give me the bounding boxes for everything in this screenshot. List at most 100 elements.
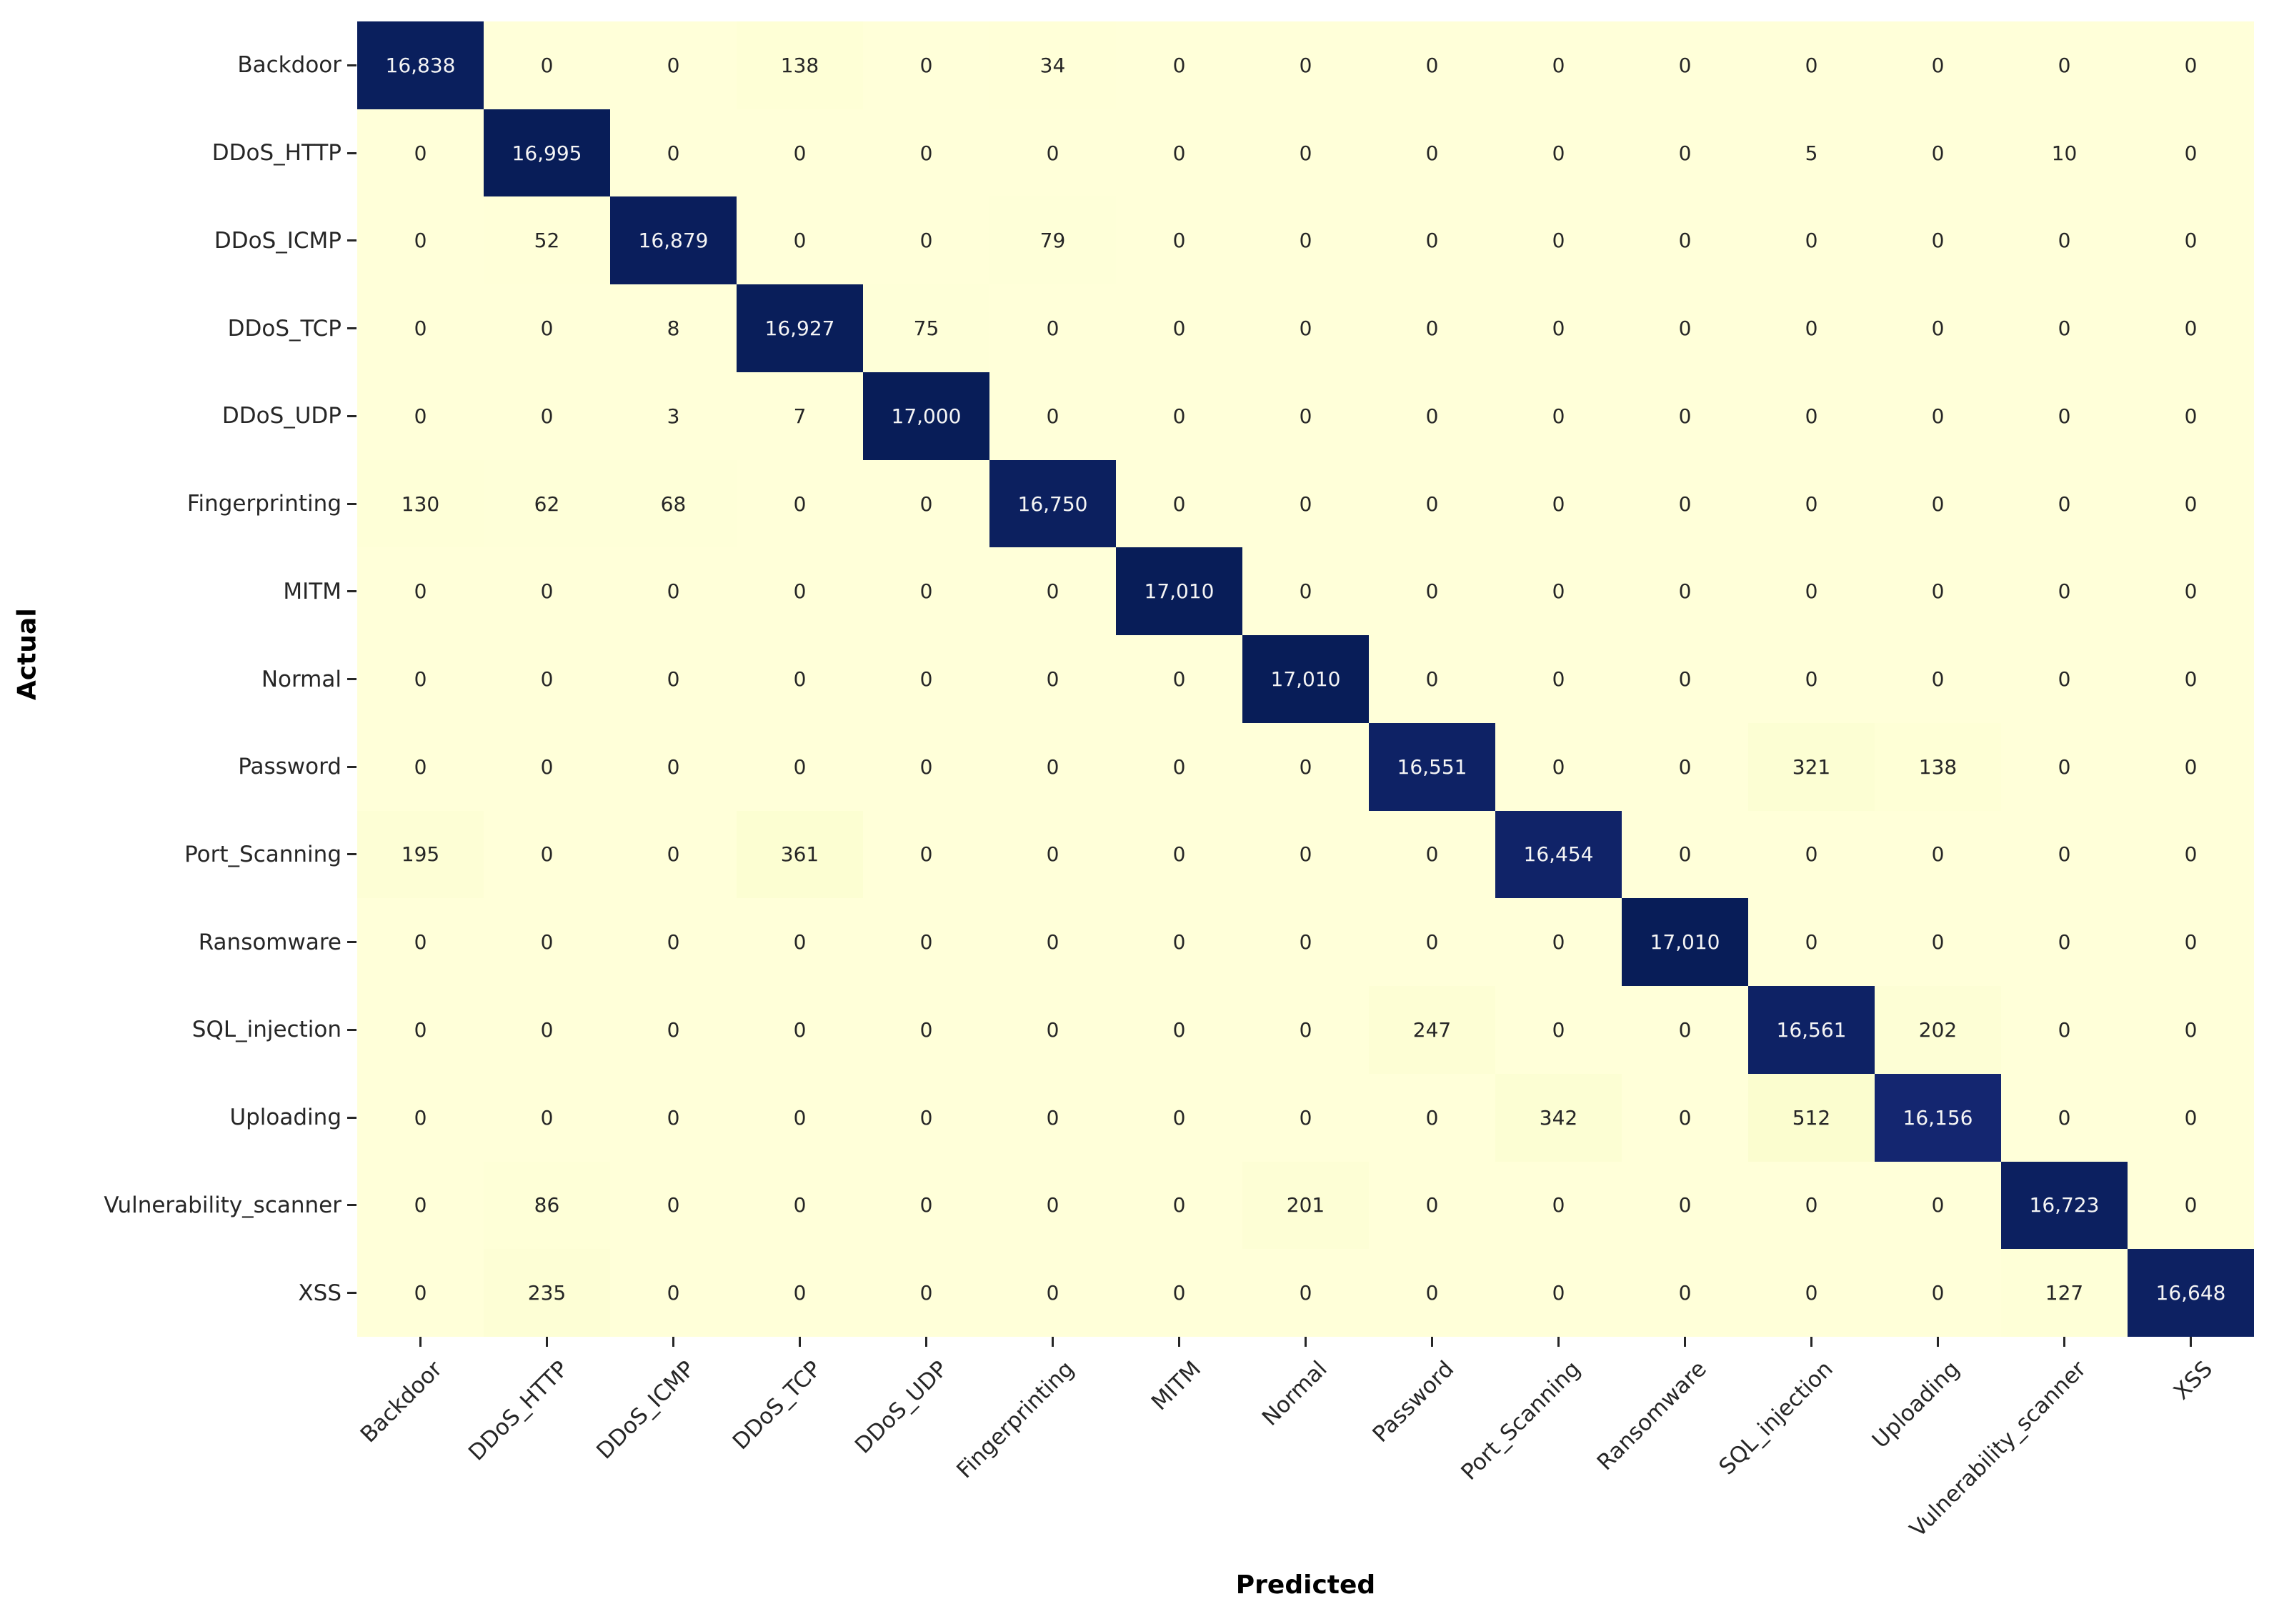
heatmap-cell: 0 [1242,810,1369,899]
heatmap-cell: 0 [2128,898,2254,987]
heatmap-cell: 321 [1748,722,1875,811]
heatmap-cell: 0 [737,1161,863,1250]
heatmap-cell: 0 [737,1073,863,1162]
heatmap-cell: 79 [989,196,1116,285]
heatmap-cell: 0 [2128,21,2254,109]
heatmap-cell: 0 [1369,459,1495,548]
heatmap-cell: 0 [2128,986,2254,1074]
heatmap-cell: 0 [989,284,1116,372]
heatmap-cell: 0 [1242,459,1369,548]
y-tick-label: DDoS_ICMP [214,227,341,254]
y-tick-label: Ransomware [198,929,341,955]
heatmap-cell: 0 [1242,547,1369,636]
heatmap-cell: 0 [989,810,1116,899]
heatmap-cell: 0 [1116,109,1242,197]
heatmap-cell: 16,454 [1495,810,1622,899]
y-tick-mark [347,941,356,944]
heatmap-cell: 0 [357,284,484,372]
heatmap-cell: 0 [2128,810,2254,899]
heatmap-cell: 0 [1622,1073,1748,1162]
heatmap-cell: 0 [1369,1073,1495,1162]
heatmap-cell: 0 [610,109,737,197]
heatmap-cell: 0 [1369,372,1495,460]
heatmap-cell: 0 [1116,21,1242,109]
heatmap-cell: 0 [357,109,484,197]
heatmap-cell: 0 [1622,1249,1748,1337]
heatmap-cell: 0 [2001,547,2128,636]
y-tick-label: Port_Scanning [184,841,341,867]
heatmap-cell: 0 [1495,372,1622,460]
x-tick-mark [1052,1337,1054,1347]
heatmap-cell: 0 [1622,986,1748,1074]
x-tick-label: Normal [1257,1356,1332,1431]
heatmap-cell: 0 [484,810,610,899]
heatmap-cell: 0 [1116,1249,1242,1337]
heatmap-cell: 0 [1875,1249,2001,1337]
heatmap-cell: 0 [610,1073,737,1162]
heatmap-cell: 342 [1495,1073,1622,1162]
x-tick-mark [2190,1337,2192,1347]
heatmap-cell: 52 [484,196,610,285]
heatmap-cell: 17,010 [1622,898,1748,987]
heatmap-cell: 0 [1748,196,1875,285]
heatmap-cell: 0 [1875,1161,2001,1250]
heatmap-cell: 0 [1748,810,1875,899]
y-tick-mark [347,853,356,856]
heatmap-cell: 0 [610,547,737,636]
y-tick-label: Password [238,754,341,780]
heatmap-cell: 0 [484,898,610,987]
heatmap-cell: 0 [357,547,484,636]
x-tick-mark [1937,1337,1939,1347]
x-tick-mark [1810,1337,1812,1347]
heatmap-cell: 0 [1622,1161,1748,1250]
heatmap-cell: 17,000 [863,372,989,460]
heatmap-cell: 0 [1748,21,1875,109]
heatmap-cell: 0 [1875,284,2001,372]
heatmap-cell: 0 [1116,635,1242,723]
heatmap-cell: 0 [357,196,484,285]
heatmap-cell: 62 [484,459,610,548]
heatmap-cell: 0 [863,21,989,109]
heatmap-cell: 0 [989,1073,1116,1162]
heatmap-grid: 16,838 0 0 138 0 34 0 0 0 0 0 0 0 0 0 0 16,995 0 0 0 0 0 0 0 0 0 5… [357,21,2254,1337]
heatmap-cell: 0 [737,196,863,285]
heatmap-cell: 16,838 [357,21,484,109]
heatmap-cell: 0 [484,284,610,372]
x-tick-mark [925,1337,927,1347]
heatmap-cell: 0 [357,1073,484,1162]
heatmap-cell: 0 [1748,372,1875,460]
heatmap-cell: 5 [1748,109,1875,197]
heatmap-cell: 0 [1622,459,1748,548]
heatmap-cell: 0 [2128,284,2254,372]
heatmap-cell: 0 [610,1161,737,1250]
y-tick-mark [347,1116,356,1119]
x-tick-label: Fingerprinting [952,1356,1079,1484]
heatmap-cell: 0 [863,898,989,987]
y-tick-label: Fingerprinting [186,491,341,517]
heatmap-cell: 0 [1242,21,1369,109]
heatmap-cell: 0 [1242,722,1369,811]
x-tick-label: DDoS_HTTP [464,1356,574,1466]
heatmap-cell: 0 [2128,109,2254,197]
heatmap-cell: 0 [2001,1073,2128,1162]
heatmap-cell: 0 [357,635,484,723]
y-tick-mark [347,1204,356,1207]
heatmap-cell: 0 [1369,196,1495,285]
heatmap-cell: 202 [1875,986,2001,1074]
heatmap-cell: 0 [484,21,610,109]
heatmap-cell: 0 [2001,459,2128,548]
heatmap-cell: 0 [989,635,1116,723]
heatmap-cell: 0 [1495,21,1622,109]
heatmap-cell: 8 [610,284,737,372]
heatmap-cell: 0 [1495,635,1622,723]
heatmap-cell: 0 [2128,722,2254,811]
heatmap-cell: 0 [863,547,989,636]
heatmap-cell: 0 [1495,459,1622,548]
heatmap-cell: 16,156 [1875,1073,2001,1162]
heatmap-cell: 0 [1495,898,1622,987]
heatmap-cell: 0 [610,986,737,1074]
heatmap-cell: 34 [989,21,1116,109]
heatmap-cell: 0 [1495,1161,1622,1250]
y-tick-label: XSS [298,1280,341,1306]
heatmap-cell: 0 [610,635,737,723]
